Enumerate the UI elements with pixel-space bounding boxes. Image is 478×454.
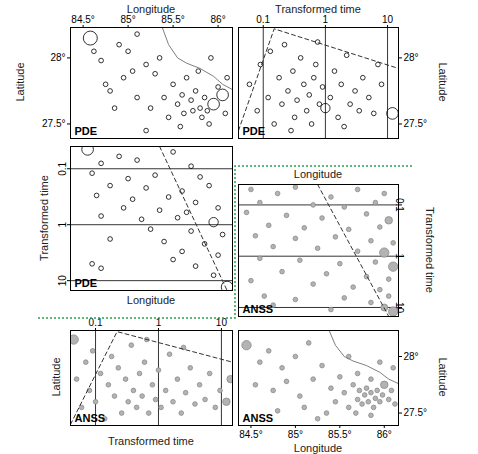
svg-text:PDE: PDE	[243, 125, 266, 137]
svg-text:0.1: 0.1	[256, 14, 270, 25]
svg-text:ANSS: ANSS	[75, 412, 106, 424]
svg-text:1: 1	[323, 14, 329, 25]
svg-text:PDE: PDE	[75, 277, 98, 289]
svg-text:1: 1	[57, 221, 68, 227]
svg-text:0.1: 0.1	[57, 161, 68, 175]
svg-text:28°: 28°	[404, 52, 419, 63]
svg-text:ANSS: ANSS	[243, 412, 274, 424]
svg-text:85.5°: 85.5°	[161, 14, 184, 25]
svg-text:1: 1	[394, 253, 406, 259]
html-text:Transformed time: Transformed time	[275, 3, 361, 15]
svg-text:86°: 86°	[377, 429, 392, 440]
svg-text:0.1: 0.1	[89, 317, 103, 328]
html-text:Transformed time: Transformed time	[108, 435, 194, 447]
svg-text:85°: 85°	[121, 14, 136, 25]
html-text:Longitude: Longitude	[126, 294, 176, 306]
svg-text:10: 10	[57, 275, 68, 287]
html-text:Longitude: Longitude	[126, 3, 176, 15]
html-text:Longitude: Longitude	[293, 442, 343, 454]
svg-text:27.5°: 27.5°	[42, 118, 65, 129]
svg-text:27.5°: 27.5°	[404, 118, 427, 129]
html-text:Transformed time: Transformed time	[424, 207, 436, 293]
svg-text:27.5°: 27.5°	[404, 407, 427, 418]
svg-text:10: 10	[216, 317, 228, 328]
html-text:Latitude: Latitude	[14, 62, 26, 102]
svg-text:28°: 28°	[50, 52, 65, 63]
html-text:Latitude: Latitude	[437, 62, 449, 102]
html-text:Transformed time: Transformed time	[38, 175, 50, 261]
svg-text:84.5°: 84.5°	[239, 429, 262, 440]
html-text:Latitude: Latitude	[437, 357, 449, 397]
svg-text:PDE: PDE	[75, 125, 98, 137]
svg-text:85°: 85°	[288, 429, 303, 440]
svg-text:0.1: 0.1	[394, 198, 406, 212]
svg-text:85.5°: 85.5°	[328, 429, 351, 440]
svg-text:1: 1	[156, 317, 162, 328]
html-text:Longitude: Longitude	[293, 168, 343, 180]
svg-text:ANSS: ANSS	[243, 303, 274, 315]
svg-text:10: 10	[382, 14, 394, 25]
svg-text:84.5°: 84.5°	[71, 14, 94, 25]
svg-text:28°: 28°	[404, 351, 419, 362]
svg-text:10: 10	[394, 301, 406, 313]
svg-text:86°: 86°	[211, 14, 226, 25]
html-text:Latitude: Latitude	[50, 357, 62, 397]
